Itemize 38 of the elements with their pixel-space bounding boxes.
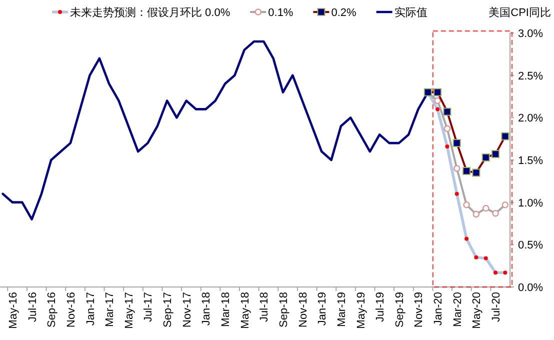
x-tick-label: Mar-18 <box>220 292 232 327</box>
x-tick-label: May-18 <box>239 292 252 329</box>
x-tick-label: Nov-18 <box>297 292 310 328</box>
x-tick-label: May-20 <box>471 292 484 329</box>
y-axis-title: 美国CPI同比 <box>488 6 551 19</box>
x-tick-label: Mar-17 <box>104 292 116 327</box>
legend-label: 0.1% <box>268 7 294 19</box>
y-tick-label: 2.5% <box>518 70 544 82</box>
x-tick-label: Jul-20 <box>490 292 503 322</box>
legend-label: 未来走势预测：假设月环比 0.0% <box>70 6 230 19</box>
x-tick-label: Jan-17 <box>84 292 97 326</box>
x-tick-label: Mar-20 <box>452 292 464 327</box>
x-tick-label: Sep-18 <box>278 292 290 328</box>
x-tick-label: Jul-17 <box>142 292 155 322</box>
x-tick-label: Jan-19 <box>316 292 329 326</box>
x-tick-label: Jan-18 <box>200 292 213 326</box>
y-tick-label: 0.0% <box>518 282 544 294</box>
y-tick-label: 1.0% <box>518 197 544 210</box>
x-tick-label: May-19 <box>355 292 368 329</box>
x-tick-label: Sep-17 <box>162 292 174 328</box>
x-tick-label: May-16 <box>7 292 20 329</box>
x-tick-label: Sep-19 <box>394 292 406 328</box>
x-tick-label: May-17 <box>123 292 136 329</box>
y-tick-label: 3.0% <box>518 28 544 40</box>
x-tick-label: Jul-19 <box>374 292 387 322</box>
legend-label: 实际值 <box>394 6 428 19</box>
x-tick-label: Jul-16 <box>26 292 39 322</box>
x-tick-label: Mar-19 <box>336 292 348 327</box>
x-tick-label: Nov-19 <box>413 292 426 328</box>
x-tick-label: Nov-17 <box>181 292 194 328</box>
x-tick-label: Jan-20 <box>432 292 445 326</box>
y-tick-label: 1.5% <box>518 155 544 167</box>
x-tick-label: Nov-16 <box>65 292 78 328</box>
legend-label: 0.2% <box>331 7 357 19</box>
x-tick-label: Jul-18 <box>258 292 271 322</box>
y-tick-label: 0.5% <box>518 240 544 252</box>
x-tick-label: Sep-16 <box>46 292 58 328</box>
y-tick-label: 2.0% <box>518 112 544 125</box>
